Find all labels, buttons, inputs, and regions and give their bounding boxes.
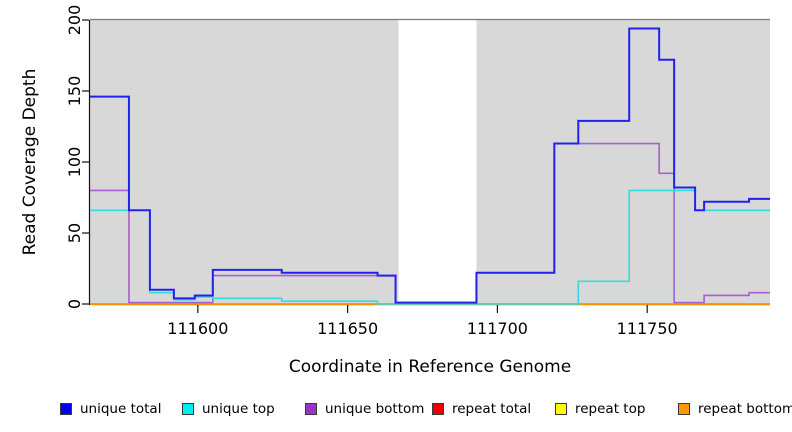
x-tick-label: 111750 <box>617 319 678 338</box>
legend-label: unique bottom <box>325 401 425 417</box>
x-tick-label: 111700 <box>467 319 528 338</box>
legend-label: repeat top <box>575 401 646 417</box>
legend-swatch-unique-top <box>182 403 194 415</box>
legend-label: unique total <box>80 401 162 417</box>
series-unique-total <box>90 27 770 304</box>
legend-swatch-repeat-bottom <box>678 403 690 415</box>
no-data-band <box>398 20 477 304</box>
y-tick-label: 0 <box>65 299 84 309</box>
y-tick-label: 200 <box>65 5 84 36</box>
legend-label: repeat total <box>452 401 532 417</box>
x-axis-title: Coordinate in Reference Genome <box>288 357 572 377</box>
legend-label: unique top <box>202 401 275 417</box>
legend-swatch-repeat-total <box>432 403 444 415</box>
legend: unique total unique top unique bottom repea… <box>0 399 792 423</box>
legend-item-unique-total: unique total <box>60 399 161 419</box>
legend-item-repeat-total: repeat total <box>432 399 531 419</box>
legend-swatch-unique-bottom <box>305 403 317 415</box>
legend-label: repeat bottom <box>698 401 792 417</box>
legend-item-unique-bottom: unique bottom <box>305 399 424 419</box>
legend-item-repeat-top: repeat top <box>555 399 645 419</box>
legend-item-repeat-bottom: repeat bottom <box>678 399 792 419</box>
x-tick-label: 111600 <box>167 319 228 338</box>
y-tick-label: 150 <box>65 76 84 107</box>
x-tick-label: 111650 <box>317 319 378 338</box>
y-tick-label: 50 <box>65 223 84 243</box>
legend-swatch-unique-total <box>60 403 72 415</box>
legend-swatch-repeat-top <box>555 403 567 415</box>
legend-item-unique-top: unique top <box>182 399 275 419</box>
y-axis-title: Read Coverage Depth <box>20 68 40 256</box>
y-tick-label: 100 <box>65 147 84 178</box>
